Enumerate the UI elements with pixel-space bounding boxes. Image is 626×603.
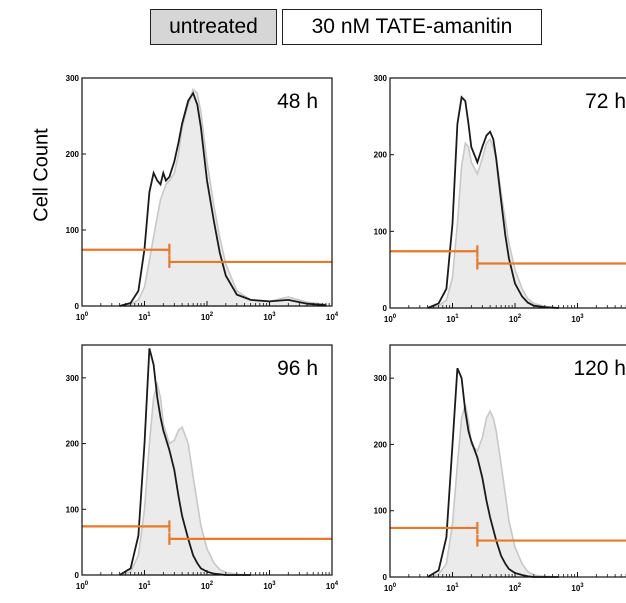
untreated-histogram-48h bbox=[119, 87, 327, 307]
gate-2-72h bbox=[476, 257, 626, 270]
y-tick-label-48h: 0 bbox=[75, 302, 80, 311]
y-tick-label-120h: 200 bbox=[374, 440, 388, 449]
y-tick-label-96h: 100 bbox=[66, 505, 80, 514]
legend-treated: 30 nM TATE-amanitin bbox=[282, 9, 542, 45]
x-tick-label-120h: 102 bbox=[509, 583, 522, 593]
x-tick-label-72h: 101 bbox=[446, 314, 459, 324]
gate-2-120h bbox=[476, 534, 626, 547]
untreated-histogram-120h bbox=[427, 404, 559, 578]
x-tick-label-96h: 100 bbox=[76, 581, 89, 591]
gate-2-48h bbox=[168, 255, 332, 268]
y-tick-label-48h: 200 bbox=[66, 150, 80, 159]
gate-2-96h bbox=[168, 532, 332, 545]
x-tick-label-120h: 101 bbox=[446, 583, 459, 593]
gate-1-48h bbox=[82, 243, 171, 256]
time-label-72h: 72 h bbox=[585, 90, 626, 113]
time-label-48h: 48 h bbox=[277, 90, 318, 113]
time-label-96h: 96 h bbox=[277, 357, 318, 380]
untreated-histogram-72h bbox=[427, 137, 559, 309]
y-tick-label-72h: 200 bbox=[374, 151, 388, 160]
y-tick-label-48h: 300 bbox=[66, 74, 80, 83]
x-tick-label-48h: 104 bbox=[326, 312, 339, 322]
time-label-120h: 120 h bbox=[573, 357, 626, 380]
x-tick-label-48h: 103 bbox=[263, 312, 276, 322]
x-tick-label-120h: 100 bbox=[384, 583, 397, 593]
legend-untreated: untreated bbox=[150, 9, 277, 45]
y-tick-label-72h: 100 bbox=[374, 227, 388, 236]
y-tick-label-120h: 100 bbox=[374, 507, 388, 516]
x-tick-label-48h: 101 bbox=[138, 312, 151, 322]
treated-histogram-96h bbox=[119, 348, 251, 576]
histogram-panel-120h: 0100200300100101102103104120 h bbox=[374, 344, 626, 593]
gate-1-120h bbox=[390, 521, 479, 534]
x-tick-label-96h: 101 bbox=[138, 581, 151, 591]
y-tick-label-96h: 200 bbox=[66, 440, 80, 449]
x-tick-label-48h: 102 bbox=[201, 312, 214, 322]
histogram-panel-72h: 010020030010010110210310472 h bbox=[374, 74, 626, 324]
x-tick-label-96h: 102 bbox=[201, 581, 214, 591]
untreated-histogram-96h bbox=[119, 381, 251, 576]
x-tick-label-120h: 103 bbox=[571, 583, 584, 593]
gate-1-96h bbox=[82, 520, 171, 533]
x-tick-label-48h: 100 bbox=[76, 312, 89, 322]
y-axis-label: Cell Count bbox=[30, 128, 53, 222]
y-tick-label-96h: 0 bbox=[75, 571, 80, 580]
gate-1-72h bbox=[390, 245, 479, 258]
x-tick-label-72h: 103 bbox=[571, 314, 584, 324]
x-tick-label-72h: 100 bbox=[384, 314, 397, 324]
x-tick-label-96h: 103 bbox=[263, 581, 276, 591]
y-tick-label-48h: 100 bbox=[66, 226, 80, 235]
y-tick-label-72h: 300 bbox=[374, 74, 388, 83]
y-tick-label-120h: 0 bbox=[383, 573, 388, 582]
y-tick-label-96h: 300 bbox=[66, 374, 80, 383]
x-tick-label-72h: 102 bbox=[509, 314, 522, 324]
y-tick-label-120h: 300 bbox=[374, 374, 388, 383]
y-tick-label-72h: 0 bbox=[383, 304, 388, 313]
treated-histogram-120h bbox=[427, 367, 559, 578]
x-tick-label-96h: 104 bbox=[326, 581, 339, 591]
treated-histogram-72h bbox=[427, 95, 559, 309]
treated-histogram-48h bbox=[119, 91, 326, 307]
